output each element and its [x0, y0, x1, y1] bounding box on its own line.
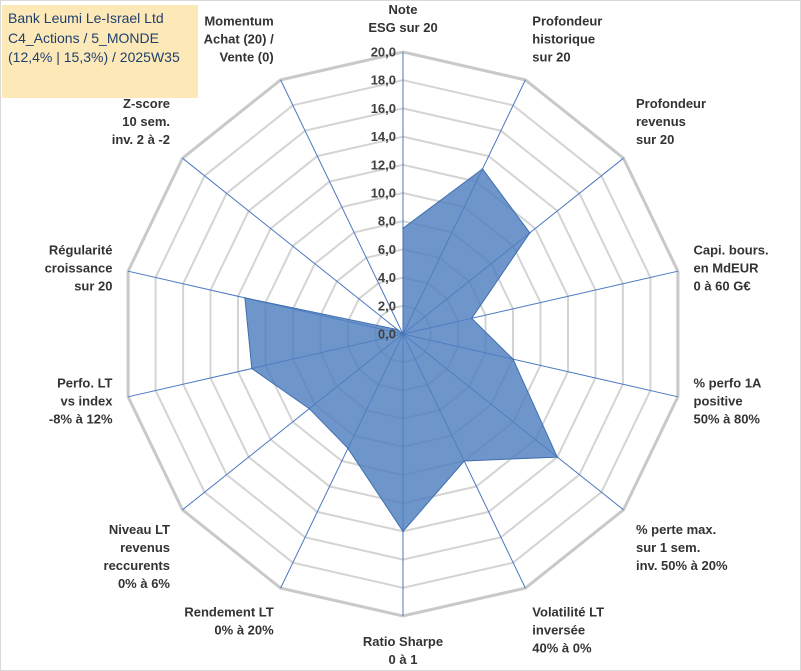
category-label-line: revenus [120, 540, 170, 555]
tick-label: 20,0 [371, 45, 396, 60]
category-label-line: 0% à 20% [214, 623, 274, 638]
category-label-line: positive [694, 393, 743, 408]
category-label-line: sur 20 [636, 132, 674, 147]
category-label-line: % perfo 1A [694, 375, 763, 390]
tick-label: 4,0 [378, 270, 396, 285]
category-label: Z-score 10 sem. inv. 2 à -2 [112, 96, 170, 147]
chart-title-line-1: Bank Leumi Le-Israel Ltd [8, 10, 164, 26]
category-label-line: inversée [532, 623, 585, 638]
category-label: Régularité croissance sur 20 [45, 243, 113, 294]
tick-label: 2,0 [378, 298, 396, 313]
data-point [529, 232, 531, 234]
category-label-line: Rendement LT [184, 605, 273, 620]
tick-label: 0,0 [378, 327, 396, 342]
category-label-line: 40% à 0% [532, 641, 592, 656]
category-label-line: ESG sur 20 [368, 20, 437, 35]
category-label-line: 0 à 1 [389, 652, 418, 667]
category-label-line: vs index [60, 393, 113, 408]
category-label-line: Perfo. LT [57, 375, 112, 390]
data-point [308, 407, 311, 410]
category-label-line: Volatilité LT [532, 605, 604, 620]
chart-title-box: Bank Leumi Le-Israel Ltd C4_Actions / 5_… [2, 5, 198, 98]
chart-title-line-3: (12,4% | 15,3%) / 2025W35 [8, 49, 180, 65]
category-label-line: inv. 2 à -2 [112, 132, 170, 147]
category-label: Profondeur historique sur 20 [532, 14, 602, 65]
tick-label: 8,0 [378, 214, 396, 229]
category-label-line: reccurents [104, 558, 170, 573]
category-label-line: revenus [636, 114, 686, 129]
category-label: Volatilité LT inversée 40% à 0% [532, 605, 604, 656]
data-point [481, 168, 484, 170]
data-point [463, 460, 466, 462]
tick-label: 18,0 [371, 73, 396, 88]
category-label: Ratio Sharpe 0 à 1 [363, 634, 443, 667]
tick-label: 10,0 [371, 186, 396, 201]
category-label-line: sur 20 [532, 50, 570, 65]
category-label-line: historique [532, 32, 595, 47]
category-label-line: 0 à 60 G€ [694, 279, 751, 294]
category-label-line: 0% à 6% [118, 576, 170, 591]
category-label-line: -8% à 12% [49, 411, 113, 426]
data-point [244, 297, 246, 299]
category-label: Momentum Achat (20) / Vente (0) [204, 14, 274, 65]
category-label: Profondeur revenus sur 20 [636, 96, 706, 147]
spoke-line [182, 157, 404, 335]
data-point [512, 358, 514, 360]
tick-label: 12,0 [371, 157, 396, 172]
category-label: % perte max. sur 1 sem. inv. 50% à 20% [636, 522, 728, 573]
category-label: % perfo 1A positive 50% à 80% [694, 375, 763, 426]
data-point [470, 317, 473, 320]
chart-title-line-2: C4_Actions / 5_MONDE [8, 29, 159, 46]
data-point [402, 227, 404, 230]
category-label-line: Capi. bours. [694, 243, 769, 258]
category-label-line: Profondeur [636, 96, 706, 111]
category-label-line: croissance [45, 261, 113, 276]
category-labels: Note ESG sur 20 Profondeur historique sur 20… [45, 2, 769, 667]
category-label: Niveau LT revenus reccurents 0% à 6% [104, 522, 171, 591]
category-label-line: Niveau LT [109, 522, 170, 537]
category-label-line: Z-score [123, 96, 170, 111]
spoke-line [280, 79, 404, 335]
category-label-line: % perte max. [636, 522, 716, 537]
category-label-line: inv. 50% à 20% [636, 558, 728, 573]
tick-label: 6,0 [378, 242, 396, 257]
category-label: Rendement LT 0% à 20% [184, 605, 274, 638]
category-label-line: Vente (0) [220, 50, 274, 65]
radial-tick-labels: 0,0 2,0 4,0 6,0 8,0 10,0 12,0 14,0 16,0 18,0 20,0 [371, 45, 396, 342]
category-label-line: sur 20 [74, 279, 112, 294]
category-label-line: en MdEUR [694, 261, 760, 276]
category-label-line: 50% à 80% [694, 411, 761, 426]
category-label-line: 10 sem. [122, 114, 170, 129]
radar-series [244, 168, 559, 533]
category-label-line: Régularité [49, 243, 113, 258]
tick-label: 16,0 [371, 101, 396, 116]
category-label: Perfo. LT vs index -8% à 12% [49, 375, 113, 426]
data-point [556, 456, 559, 458]
category-label: Capi. bours. en MdEUR 0 à 60 G€ [694, 243, 769, 294]
data-point [402, 530, 404, 533]
category-label-line: Achat (20) / [204, 32, 274, 47]
data-point [402, 333, 404, 335]
category-label-line: sur 1 sem. [636, 540, 700, 555]
series-area [244, 168, 559, 533]
category-label: Note ESG sur 20 [368, 2, 437, 35]
data-point [396, 328, 399, 331]
category-label-line: Ratio Sharpe [363, 634, 443, 649]
data-point [251, 367, 253, 370]
category-label-line: Profondeur [532, 14, 602, 29]
category-label-line: Momentum [204, 14, 273, 29]
tick-label: 14,0 [371, 129, 396, 144]
data-point [347, 447, 349, 450]
category-label-line: Note [389, 2, 418, 17]
